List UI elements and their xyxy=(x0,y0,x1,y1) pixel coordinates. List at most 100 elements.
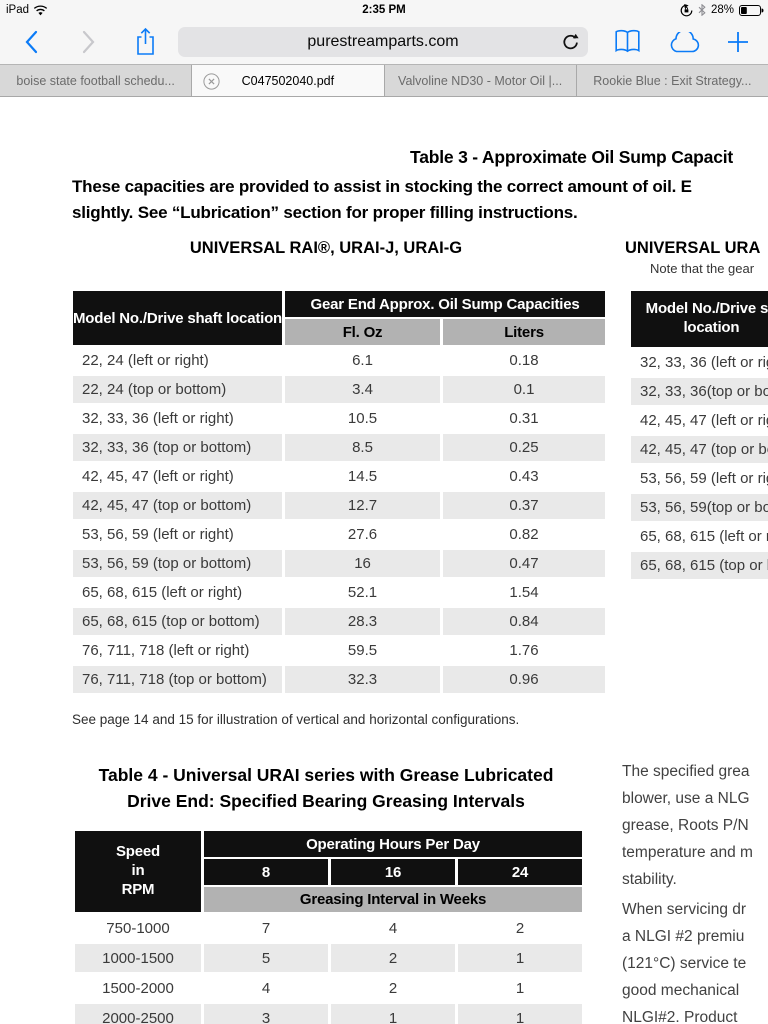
table-cell: 12.7 xyxy=(285,492,441,519)
table3-title: Table 3 - Approximate Oil Sump Capacit xyxy=(410,147,734,167)
table-row: 1000-1500 5 2 1 xyxy=(75,944,582,972)
new-tab-icon[interactable] xyxy=(726,30,750,54)
table-cell: 53, 56, 59(top or botto xyxy=(631,494,768,521)
carrier-label: iPad xyxy=(6,4,30,16)
table3-col-floz: Fl. Oz xyxy=(285,319,441,345)
tab-label: C047502040.pdf xyxy=(241,73,335,88)
table-cell: 28.3 xyxy=(285,608,441,635)
table-cell: 16 xyxy=(285,550,441,577)
table-cell: 0.43 xyxy=(443,463,606,490)
table3-group-header: Gear End Approx. Oil Sump Capacities xyxy=(285,291,606,317)
paragraph-line: (121°C) service te xyxy=(622,955,747,972)
pdf-viewport[interactable]: Table 3 - Approximate Oil Sump Capacit T… xyxy=(0,97,768,1024)
intro-text-line1: These capacities are provided to assist … xyxy=(72,177,692,196)
table-cell: 32, 33, 36 (top or bottom) xyxy=(73,434,283,461)
table-cell: 65, 68, 615 (top or bottom) xyxy=(73,608,283,635)
share-icon[interactable] xyxy=(134,27,157,57)
table-cell: 0.84 xyxy=(443,608,606,635)
table-row: 1500-2000 4 2 1 xyxy=(75,974,582,1002)
table-cell: 0.37 xyxy=(443,492,606,519)
tab-valvoline[interactable]: Valvoline ND30 - Motor Oil |... xyxy=(384,65,577,96)
rotation-lock-icon xyxy=(680,3,693,17)
battery-percent: 28% xyxy=(710,4,734,16)
table-row: 32, 33, 36 (left or right) 10.5 0.31 xyxy=(73,405,606,432)
table-cell: 1000-1500 xyxy=(75,944,201,972)
reload-icon[interactable] xyxy=(562,33,579,51)
table-cell: 65, 68, 615 (top or bot xyxy=(631,552,768,579)
table4-group-header: Operating Hours Per Day xyxy=(204,831,582,857)
table-cell: 2 xyxy=(331,974,455,1002)
table-cell: 32, 33, 36 (left or right) xyxy=(73,405,283,432)
status-bar: iPad 2:35 PM xyxy=(0,0,768,20)
forward-icon[interactable] xyxy=(82,30,96,54)
table-cell: 22, 24 (left or right) xyxy=(73,347,283,374)
table-cell: 3 xyxy=(204,1004,328,1024)
close-tab-icon[interactable] xyxy=(203,73,220,90)
tab-boise-state[interactable]: boise state football schedu... xyxy=(0,65,193,96)
back-icon[interactable] xyxy=(24,30,38,54)
table-cell: 3.4 xyxy=(285,376,441,403)
paragraph-line: good mechanical xyxy=(622,982,740,999)
table4-col-16: 16 xyxy=(331,859,455,885)
table-cell: 42, 45, 47 (top or bottom) xyxy=(73,492,283,519)
table-row: 76, 711, 718 (left or right) 59.5 1.76 xyxy=(73,637,606,664)
paragraph-line: The specified grea xyxy=(622,763,750,780)
table-cell: 5 xyxy=(204,944,328,972)
table-cell: 32, 33, 36(top or botto xyxy=(631,378,768,405)
tab-bar: boise state football schedu... C04750204… xyxy=(0,64,768,97)
table-cell: 0.1 xyxy=(443,376,606,403)
table-cell: 1.54 xyxy=(443,579,606,606)
table-row: 53, 56, 59 (top or bottom) 16 0.47 xyxy=(73,550,606,577)
right-capacity-table: Model No./Drive sh location 32, 33, 36 (… xyxy=(628,289,768,581)
table4-corner-header: Speed in RPM xyxy=(75,831,201,912)
tab-label: boise state football schedu... xyxy=(16,73,175,88)
table-cell: 7 xyxy=(204,914,328,942)
table-cell: 2 xyxy=(331,944,455,972)
table-row: 42, 45, 47 (top or botto xyxy=(631,436,768,463)
table-row: 22, 24 (top or bottom) 3.4 0.1 xyxy=(73,376,606,403)
table-row: 65, 68, 615 (left or rig xyxy=(631,523,768,550)
table-row: 32, 33, 36(top or botto xyxy=(631,378,768,405)
table-cell: 0.31 xyxy=(443,405,606,432)
table4-col-8: 8 xyxy=(204,859,328,885)
table-cell: 2 xyxy=(458,914,582,942)
tab-pdf-active[interactable]: C047502040.pdf xyxy=(192,65,385,96)
table-cell: 53, 56, 59 (left or right xyxy=(631,465,768,492)
table-cell: 750-1000 xyxy=(75,914,201,942)
table-cell: 65, 68, 615 (left or right) xyxy=(73,579,283,606)
cloud-icon[interactable] xyxy=(668,32,701,53)
table-cell: 1 xyxy=(458,944,582,972)
table-row: 53, 56, 59(top or botto xyxy=(631,494,768,521)
paragraph-line: stability. xyxy=(622,871,677,888)
paragraph-line: When servicing dr xyxy=(622,901,747,918)
table-cell: 1 xyxy=(458,1004,582,1024)
table-cell: 53, 56, 59 (top or bottom) xyxy=(73,550,283,577)
table-cell: 0.82 xyxy=(443,521,606,548)
table-cell: 8.5 xyxy=(285,434,441,461)
tab-rookie-blue[interactable]: Rookie Blue : Exit Strategy... xyxy=(576,65,768,96)
table-cell: 4 xyxy=(331,914,455,942)
table-cell: 76, 711, 718 (left or right) xyxy=(73,637,283,664)
table3-footnote: See page 14 and 15 for illustration of v… xyxy=(72,712,520,727)
table-cell: 42, 45, 47 (left or right xyxy=(631,407,768,434)
tab-label: Valvoline ND30 - Motor Oil |... xyxy=(398,73,563,88)
wifi-icon xyxy=(33,4,48,16)
table4-title-line1: Table 4 - Universal URAI series with Gre… xyxy=(98,765,554,785)
table-row: 32, 33, 36 (top or bottom) 8.5 0.25 xyxy=(73,434,606,461)
table-row: 42, 45, 47 (left or right xyxy=(631,407,768,434)
bluetooth-icon xyxy=(698,4,706,16)
table-cell: 14.5 xyxy=(285,463,441,490)
right-section-heading: UNIVERSAL URA xyxy=(625,239,761,257)
table-cell: 0.96 xyxy=(443,666,606,693)
paragraph-line: temperature and m xyxy=(622,844,753,861)
right-paragraph-2: When servicing dr a NLGI #2 premiu (121°C)… xyxy=(622,901,746,1024)
reading-list-icon[interactable] xyxy=(614,29,641,54)
table-cell: 1 xyxy=(331,1004,455,1024)
browser-toolbar: purestreamparts.com xyxy=(0,20,768,64)
table-cell: 6.1 xyxy=(285,347,441,374)
table-cell: 0.47 xyxy=(443,550,606,577)
table-row: 32, 33, 36 (left or right xyxy=(631,349,768,376)
address-bar[interactable]: purestreamparts.com xyxy=(178,27,588,57)
right-section-note: Note that the gear xyxy=(650,261,755,276)
clock: 2:35 PM xyxy=(362,4,406,16)
